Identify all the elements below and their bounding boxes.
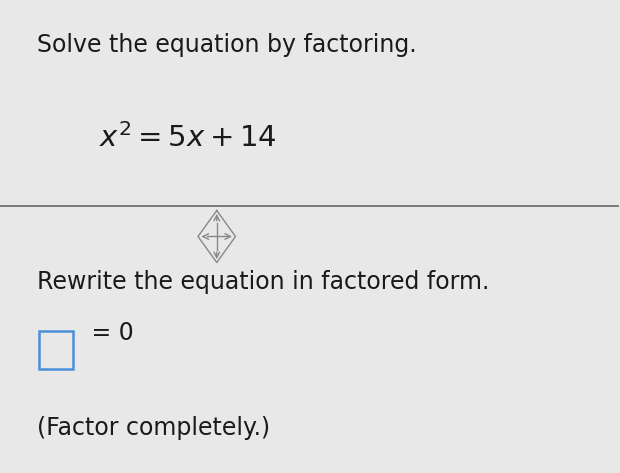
Text: = 0: = 0 [84,322,133,345]
Text: (Factor completely.): (Factor completely.) [37,416,270,440]
Text: Rewrite the equation in factored form.: Rewrite the equation in factored form. [37,270,490,294]
Bar [39,331,73,369]
Text: $x^2 = 5x + 14$: $x^2 = 5x + 14$ [99,123,277,153]
Text: Solve the equation by factoring.: Solve the equation by factoring. [37,33,417,57]
